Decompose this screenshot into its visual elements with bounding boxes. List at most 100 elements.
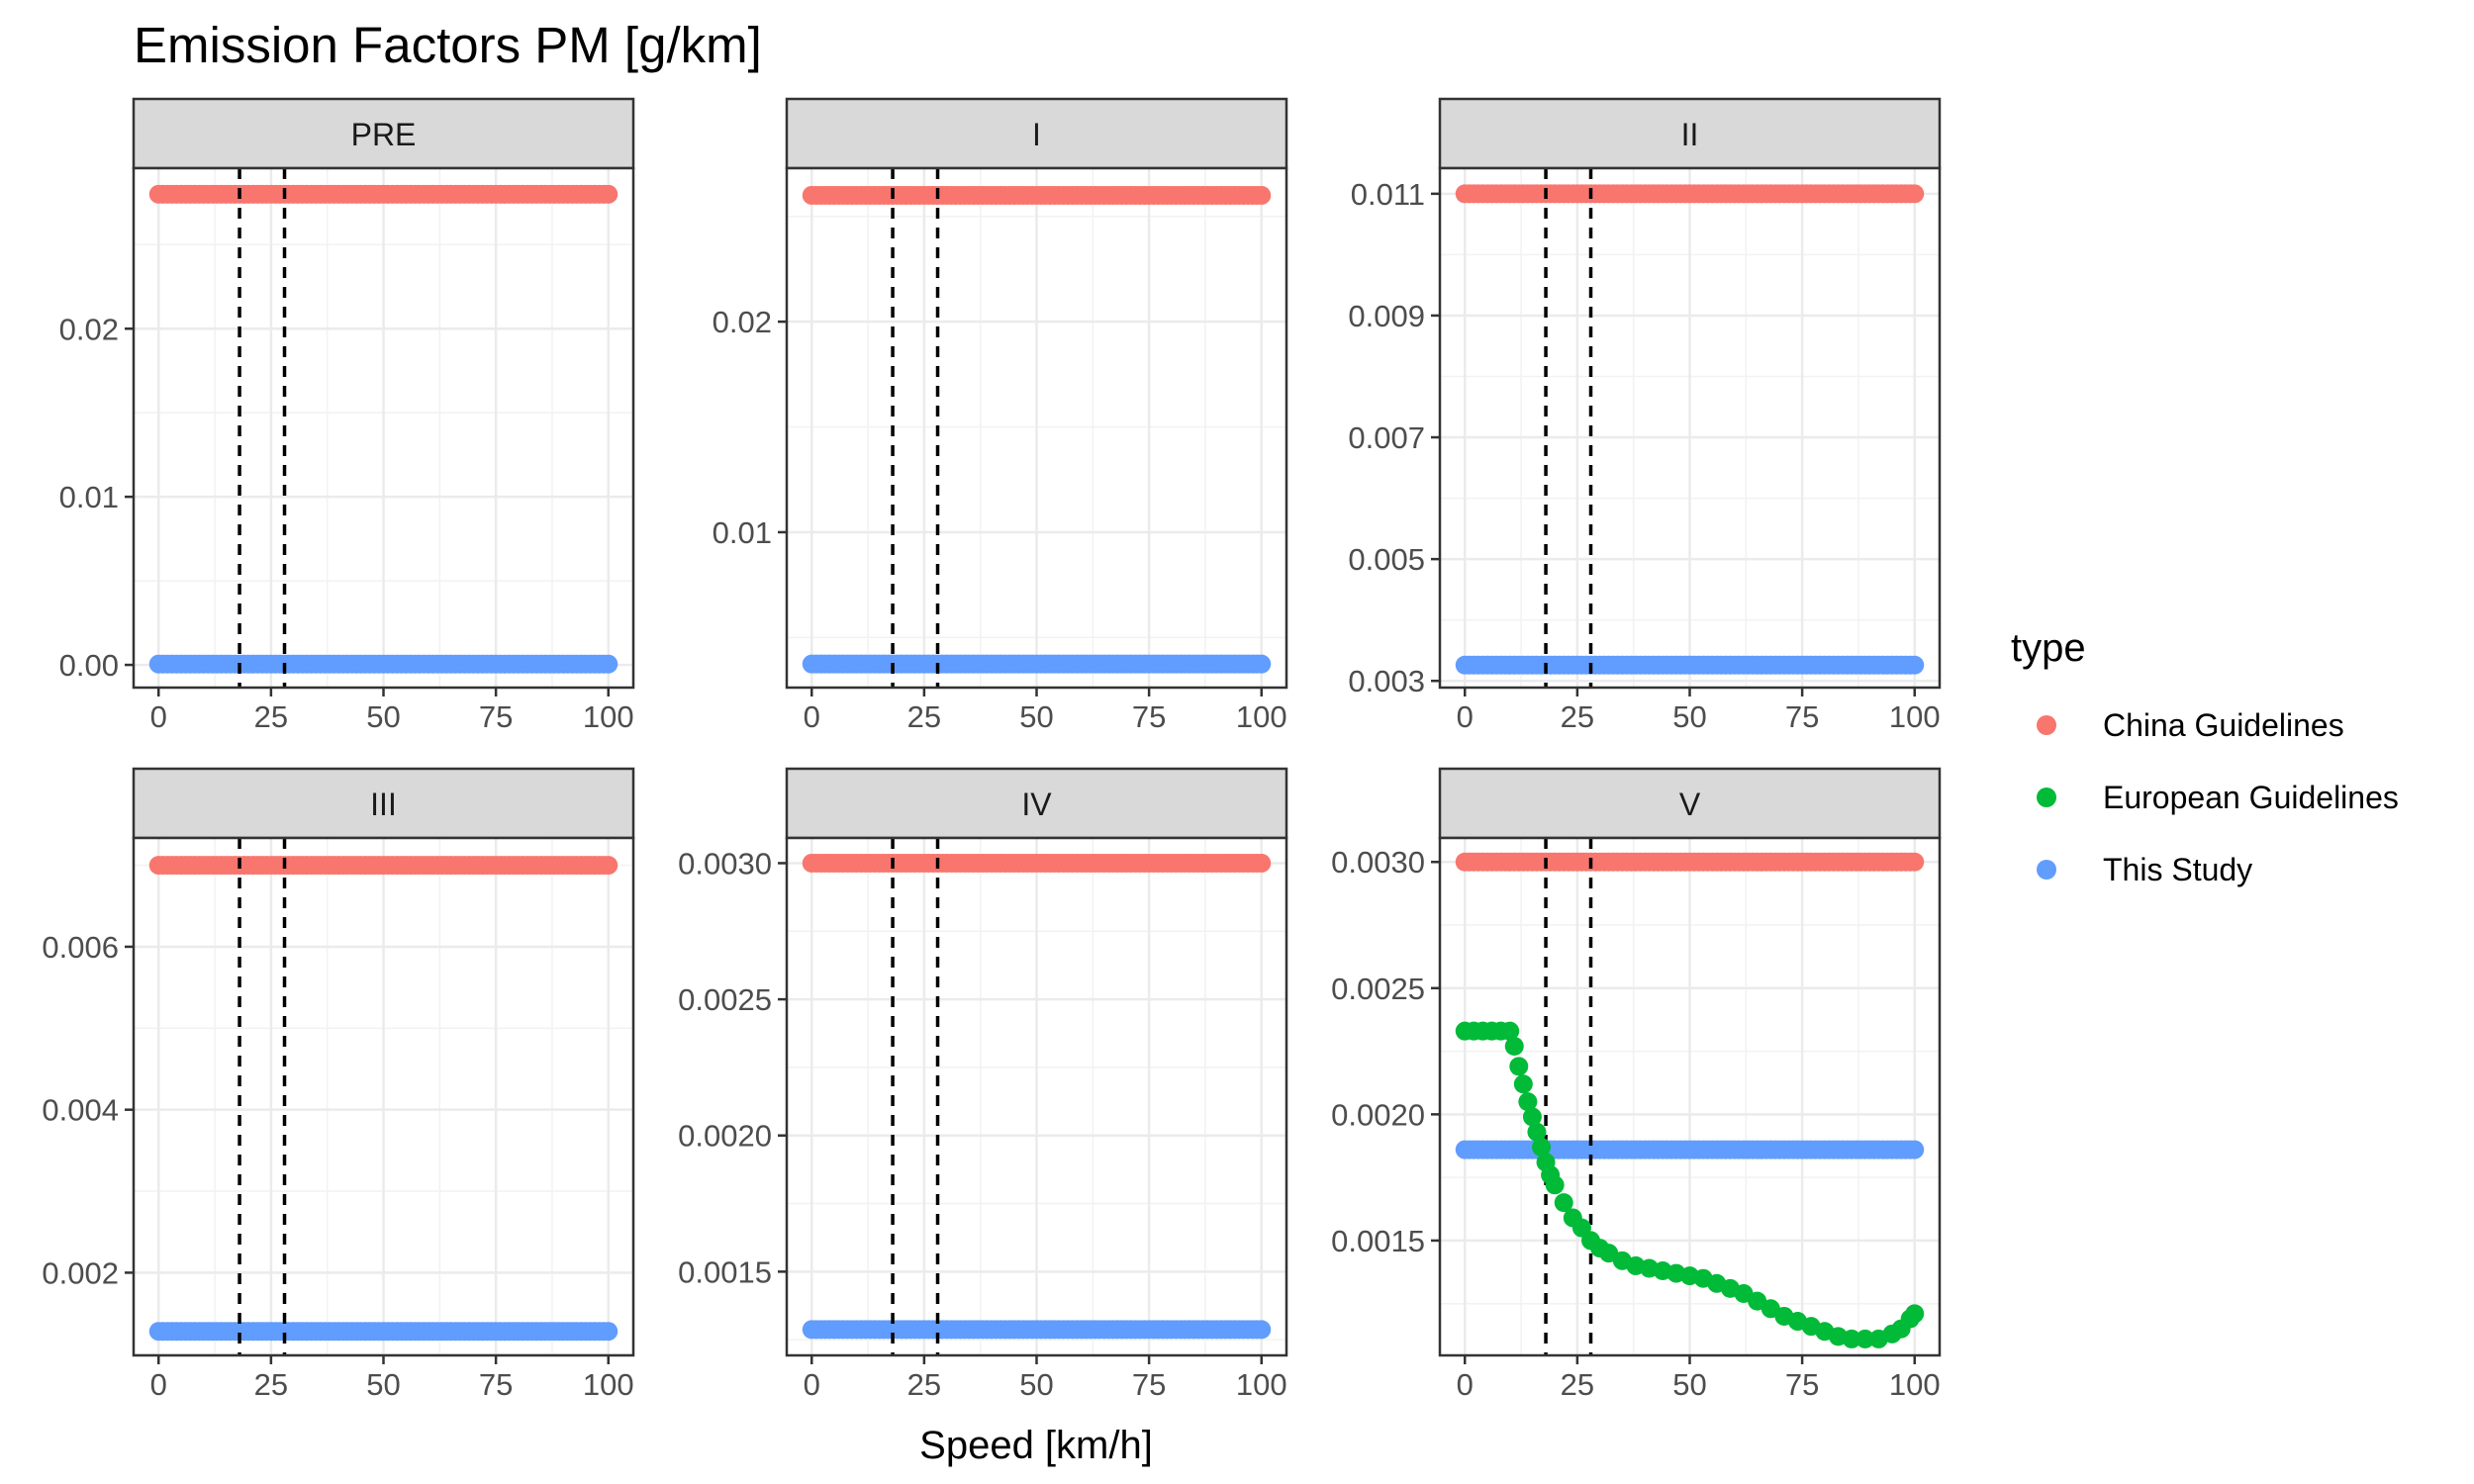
facet-panel-iv: IV 0 25 50 75 100 0.0015 0.0020 0.0025 0.0030	[678, 767, 1288, 1402]
x-tick-label: 0	[804, 699, 820, 734]
gridlines	[134, 168, 633, 688]
x-tick-label: 75	[1132, 1367, 1166, 1402]
panel-border	[132, 166, 635, 690]
y-tick-label: 0.0020	[1331, 1097, 1425, 1132]
x-tick-label: 75	[1785, 1367, 1819, 1402]
data-point	[1518, 1092, 1538, 1112]
facet-strip-label: PRE	[351, 117, 417, 152]
data-point	[1504, 1036, 1524, 1056]
series-this-study	[148, 1322, 618, 1342]
legend-key	[2037, 715, 2056, 735]
y-tick-label: 0.0020	[678, 1119, 772, 1154]
facet-strip-label: II	[1681, 117, 1699, 152]
series-china-guidelines	[1455, 852, 1925, 872]
y-tick-label: 0.011	[1351, 177, 1425, 212]
facet-strip	[1438, 767, 1942, 840]
facet-panel-iii: III 0 25 50 75 100 0.002 0.004 0.006	[42, 767, 635, 1402]
x-tick-label: 75	[1785, 699, 1819, 734]
x-tick-label: 75	[479, 1367, 513, 1402]
chart-title: Emission Factors PM [g/km]	[134, 17, 762, 73]
y-tick-label: 0.0025	[678, 982, 772, 1017]
y-tick-label: 0.006	[42, 930, 119, 965]
facet-strip	[132, 767, 635, 840]
x-tick-label: 0	[150, 699, 167, 734]
y-tick-label: 0.009	[1348, 299, 1425, 333]
legend-key	[2037, 788, 2056, 807]
y-tick-label: 0.0025	[1331, 972, 1425, 1006]
y-tick-label: 0.007	[1348, 420, 1425, 455]
facet-panel-pre: PRE 0 25 50 75 100 0.00 0.01 0.02	[59, 97, 635, 734]
x-tick-label: 25	[1561, 699, 1594, 734]
facet-strip-label: IV	[1021, 787, 1052, 822]
data-point	[1252, 1320, 1272, 1340]
facet-strip-label: I	[1032, 117, 1041, 152]
data-point	[1856, 1329, 1875, 1348]
legend-label: This Study	[2103, 852, 2252, 887]
series-european-guidelines	[1455, 1021, 1925, 1348]
facet-strip-label: V	[1679, 787, 1701, 822]
data-point	[1905, 184, 1925, 204]
x-tick-label: 50	[366, 699, 400, 734]
legend-label: European Guidelines	[2103, 780, 2399, 815]
x-tick-label: 25	[254, 699, 288, 734]
facet-panel-v: V 0 25 50 75 100 0.0015 0.0020 0.0025 0.0030	[1331, 767, 1942, 1402]
data-point	[1905, 852, 1925, 872]
panel-border	[132, 836, 635, 1357]
facet-panel-ii: II 0 25 50 75 100 0.003 0.005 0.007 0.009 0.011	[1348, 97, 1942, 734]
panel-border	[1438, 166, 1942, 690]
legend-title: type	[2011, 626, 2086, 670]
gridlines	[787, 168, 1286, 688]
x-tick-label: 0	[1457, 1367, 1474, 1402]
y-tick-label: 0.00	[59, 648, 119, 683]
y-tick-label: 0.01	[713, 515, 772, 550]
series-this-study	[1455, 1140, 1925, 1159]
y-tick-label: 0.01	[59, 480, 119, 514]
gridlines	[1440, 168, 1940, 688]
x-tick-label: 75	[1132, 699, 1166, 734]
y-tick-label: 0.003	[1348, 664, 1425, 698]
y-tick-label: 0.02	[713, 305, 772, 339]
data-point	[1252, 185, 1272, 205]
data-point	[1500, 1021, 1520, 1041]
x-tick-label: 50	[1672, 699, 1706, 734]
facet-panels: PRE 0 25 50 75 100 0.00 0.01 0.02 I 0 25 50 75 100 0.01…	[42, 97, 1942, 1402]
x-tick-label: 50	[1019, 1367, 1053, 1402]
y-tick-label: 0.004	[42, 1093, 119, 1128]
data-point	[1545, 1175, 1565, 1195]
data-point	[1509, 1057, 1529, 1076]
data-point	[599, 856, 618, 876]
data-point	[1905, 655, 1925, 675]
data-point	[599, 1322, 618, 1342]
facet-strip	[132, 97, 635, 170]
y-tick-label: 0.002	[42, 1255, 119, 1290]
data-point	[1513, 1074, 1533, 1094]
x-tick-label: 25	[907, 1367, 941, 1402]
data-point	[1252, 853, 1272, 873]
legend-item: This Study	[2037, 852, 2252, 887]
series-china-guidelines	[148, 856, 618, 876]
panel-border	[785, 166, 1288, 690]
facet-strip-label: III	[370, 787, 397, 822]
x-tick-label: 50	[1672, 1367, 1706, 1402]
facet-panel-i: I 0 25 50 75 100 0.01 0.02	[713, 97, 1288, 734]
x-tick-label: 100	[583, 699, 634, 734]
x-axis-title: Speed [km/h]	[919, 1424, 1153, 1467]
x-tick-label: 0	[1457, 699, 1474, 734]
facet-strip	[785, 767, 1288, 840]
legend-item: European Guidelines	[2037, 780, 2399, 815]
x-tick-label: 25	[1561, 1367, 1594, 1402]
series-this-study	[148, 654, 618, 674]
x-tick-label: 50	[366, 1367, 400, 1402]
data-point	[1527, 1122, 1547, 1142]
y-tick-label: 0.02	[59, 312, 119, 346]
data-point	[599, 184, 618, 204]
panel-border	[785, 836, 1288, 1357]
series-china-guidelines	[148, 184, 618, 204]
data-point	[599, 654, 618, 674]
legend-items: China Guidelines European Guidelines This …	[2037, 707, 2399, 887]
y-tick-label: 0.0015	[1331, 1224, 1425, 1258]
data-point	[1554, 1193, 1573, 1213]
x-tick-label: 75	[479, 699, 513, 734]
panel-border	[1438, 836, 1942, 1357]
